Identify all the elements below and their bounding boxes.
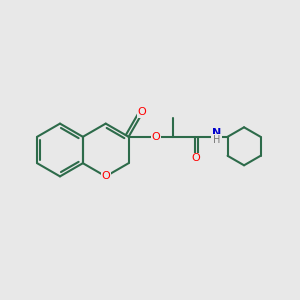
Text: N: N <box>212 128 221 138</box>
Text: O: O <box>192 153 200 163</box>
Text: O: O <box>151 132 160 142</box>
Text: O: O <box>137 107 146 117</box>
Text: O: O <box>101 171 110 182</box>
Text: H: H <box>213 135 220 145</box>
